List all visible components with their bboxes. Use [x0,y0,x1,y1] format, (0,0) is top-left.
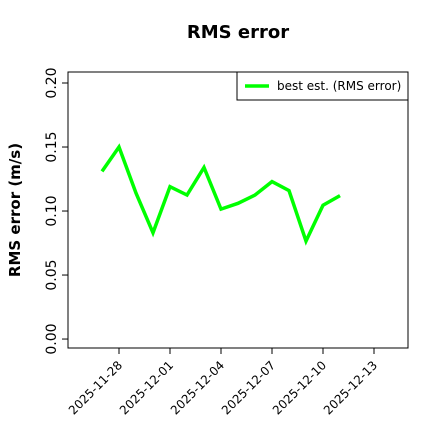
y-tick-label: 0.05 [44,259,60,290]
x-tick-label: 2025-12-13 [321,358,380,417]
y-tick-label: 0.10 [44,195,60,226]
chart-title: RMS error [187,22,289,43]
series-line [100,143,341,246]
x-tick-label: 2025-12-04 [168,358,227,417]
x-tick-label: 2025-12-01 [117,358,176,417]
plot-frame [67,71,409,349]
legend-label: best est. (RMS error) [277,79,401,93]
y-tick-label: 0.15 [44,131,60,162]
x-tick-label: 2025-11-28 [66,358,125,417]
x-tick-label: 2025-12-10 [270,358,329,417]
y-tick-label: 0.00 [44,323,60,354]
y-axis-label: RMS error (m/s) [6,143,24,277]
x-tick-label: 2025-12-07 [219,358,278,417]
y-tick-label: 0.20 [44,67,60,98]
